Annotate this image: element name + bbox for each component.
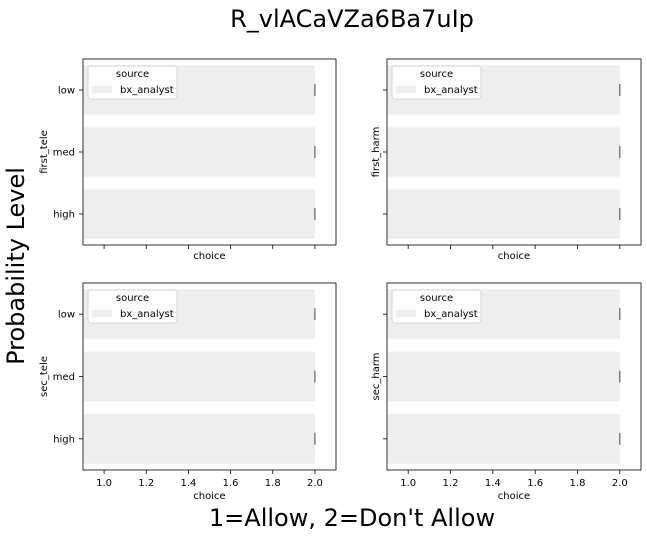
xtick-label: 1.0 [400,478,416,489]
legend-entry: bx_analyst [120,309,174,320]
subplots: lowmedhighchoicefirst_telesourcebx_analy… [39,58,642,502]
xtick-label: 1.0 [96,478,112,489]
ytick-label-low: low [58,310,75,321]
legend: source bx_analyst [87,65,178,100]
y-axis-label: first_tele [39,130,50,174]
subplot-4: 1.0 1.2 1.4 1.6 1.8 2.0 choice sec_harm source bx… [371,282,642,502]
legend-title: source [420,69,453,80]
legend-swatch [92,310,112,317]
x-axis-label: choice [193,491,225,502]
xtick-label: 1.6 [223,478,239,489]
xtick-label: 1.2 [443,478,459,489]
xtick-label: 1.4 [485,478,501,489]
legend-entry: bx_analyst [424,309,478,320]
x-axis-label: choice [498,251,530,262]
legend: source bx_analyst [391,65,482,100]
ytick-label-med: med [53,148,75,159]
legend-title: source [116,69,149,80]
bar-high [83,189,315,239]
xtick-label: 1.2 [138,478,154,489]
bar-med [83,127,315,177]
axes-frame [386,282,642,471]
x-axis-label: choice [193,251,225,262]
figure-ylabel: Probability Level [2,167,30,365]
subplot-3: low med high 1.0 1.2 1.4 1.6 1.8 2.0 choice sec_te… [39,282,337,502]
xtick-label: 1.8 [570,478,586,489]
ytick-label-med: med [53,372,75,383]
x-axis-label: choice [498,491,530,502]
bar-med [387,351,620,402]
xtick-label: 1.4 [180,478,196,489]
bar-high [387,413,620,464]
axes-frame [82,282,337,471]
legend-swatch [396,310,416,317]
legend: source bx_analyst [391,289,482,324]
legend: source bx_analyst [87,289,178,324]
legend-entry: bx_analyst [424,85,478,96]
axes-frame [82,58,337,246]
figure-title: R_vlACaVZa6Ba7uIp [230,5,474,33]
legend-title: source [116,293,149,304]
subplot-2: choice first_harm source bx_analyst [371,58,642,262]
bar-med [387,127,620,177]
y-axis-label: sec_tele [39,356,50,397]
subplot-1: low med high choice first_tele source bx_analy… [39,58,337,262]
figure-xlabel: 1=Allow, 2=Don't Allow [209,504,495,532]
bar-high [387,189,620,239]
legend-title: source [420,293,453,304]
axes-frame [386,58,642,246]
ytick-label-high: high [53,210,75,221]
xtick-label: 2.0 [612,478,628,489]
bar-med [83,351,315,402]
legend-swatch [92,86,112,93]
xtick-label: 1.8 [265,478,281,489]
legend-entry: bx_analyst [120,85,174,96]
bar-high [83,413,315,464]
y-axis-label: first_harm [371,127,382,178]
y-axis-label: sec_harm [371,352,382,400]
ytick-label-low: low [58,86,75,97]
legend-swatch [396,86,416,93]
xtick-label: 2.0 [307,478,323,489]
xtick-label: 1.6 [527,478,543,489]
ytick-label-high: high [53,434,75,445]
